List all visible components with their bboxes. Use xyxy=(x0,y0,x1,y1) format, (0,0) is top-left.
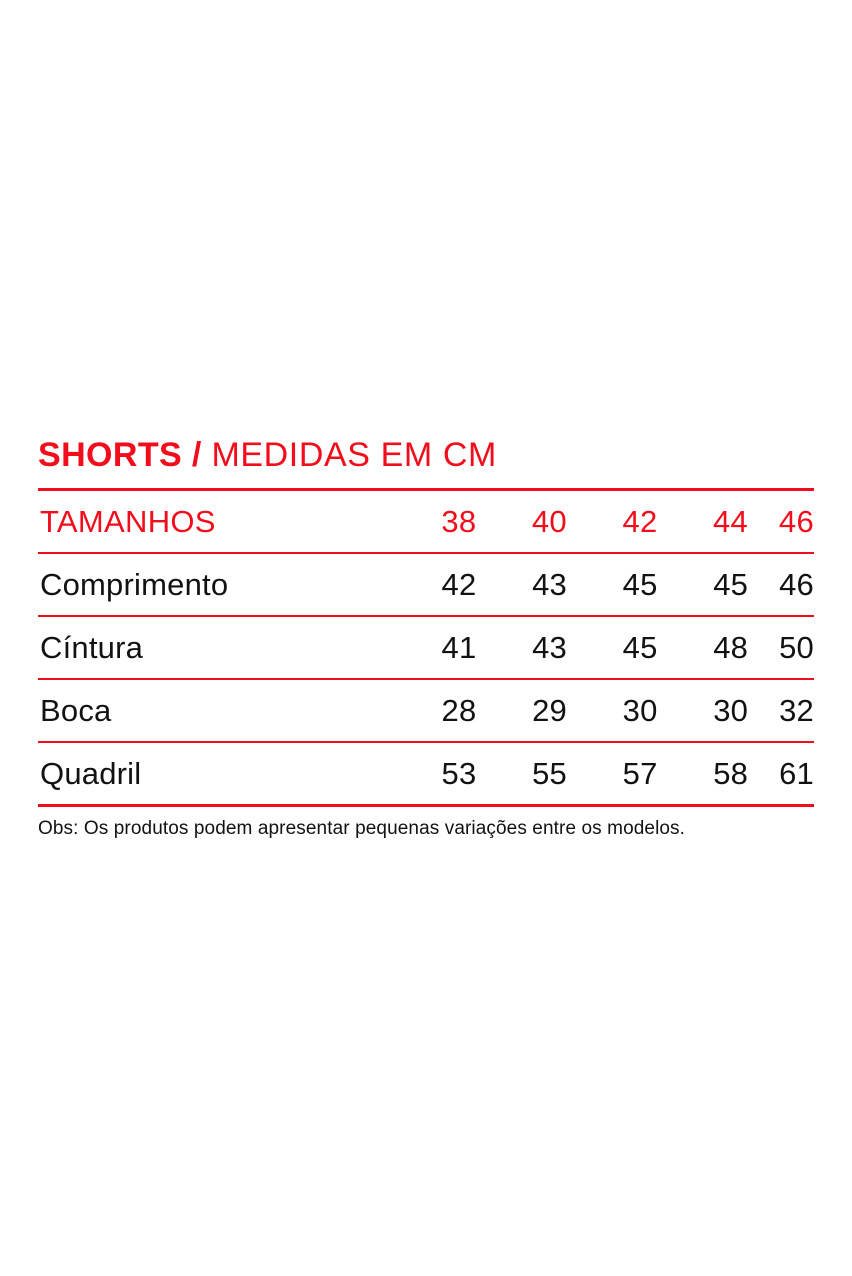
cell-quadril-46: 61 xyxy=(748,742,814,807)
header-label-tamanhos: TAMANHOS xyxy=(38,488,386,554)
title-product-type: SHORTS / xyxy=(38,436,202,474)
table-header-row: TAMANHOS 38 40 42 44 46 xyxy=(38,488,814,554)
cell-boca-38: 28 xyxy=(385,679,477,743)
cell-boca-46: 32 xyxy=(748,679,814,743)
cell-quadril-44: 58 xyxy=(657,742,749,807)
row-label-quadril: Quadril xyxy=(38,742,386,807)
cell-cintura-44: 48 xyxy=(657,616,749,680)
cell-boca-40: 29 xyxy=(476,679,567,743)
header-size-4: 44 xyxy=(657,488,749,554)
cell-comprimento-46: 46 xyxy=(748,553,814,617)
cell-comprimento-38: 42 xyxy=(385,553,477,617)
disclaimer-note: Obs: Os produtos podem apresentar pequen… xyxy=(38,818,686,839)
cell-cintura-46: 50 xyxy=(748,616,814,680)
cell-quadril-42: 57 xyxy=(566,742,658,807)
size-table: TAMANHOS 38 40 42 44 46 Comprimento 42 4… xyxy=(38,488,814,807)
cell-boca-42: 30 xyxy=(566,679,658,743)
row-label-boca: Boca xyxy=(38,679,386,743)
table-row: Comprimento 42 43 45 45 46 xyxy=(38,553,814,617)
cell-quadril-38: 53 xyxy=(385,742,477,807)
table-row: Quadril 53 55 57 58 61 xyxy=(38,742,814,807)
header-size-5: 46 xyxy=(748,488,814,554)
row-label-comprimento: Comprimento xyxy=(38,553,386,617)
cell-comprimento-44: 45 xyxy=(657,553,749,617)
table-row: Boca 28 29 30 30 32 xyxy=(38,679,814,743)
header-size-1: 38 xyxy=(385,488,477,554)
cell-quadril-40: 55 xyxy=(476,742,567,807)
cell-comprimento-40: 43 xyxy=(476,553,567,617)
header-size-2: 40 xyxy=(476,488,567,554)
cell-comprimento-42: 45 xyxy=(566,553,658,617)
cell-cintura-42: 45 xyxy=(566,616,658,680)
cell-cintura-40: 43 xyxy=(476,616,567,680)
row-label-cintura: Cíntura xyxy=(38,616,386,680)
page-title: SHORTS / MEDIDAS EM CM xyxy=(38,434,814,476)
size-chart-block: SHORTS / MEDIDAS EM CM TAMANHOS 38 40 42… xyxy=(38,434,814,841)
table-row: Cíntura 41 43 45 48 50 xyxy=(38,616,814,680)
header-size-3: 42 xyxy=(566,488,658,554)
title-measure-unit: MEDIDAS EM CM xyxy=(211,436,497,474)
cell-cintura-38: 41 xyxy=(385,616,477,680)
cell-boca-44: 30 xyxy=(657,679,749,743)
